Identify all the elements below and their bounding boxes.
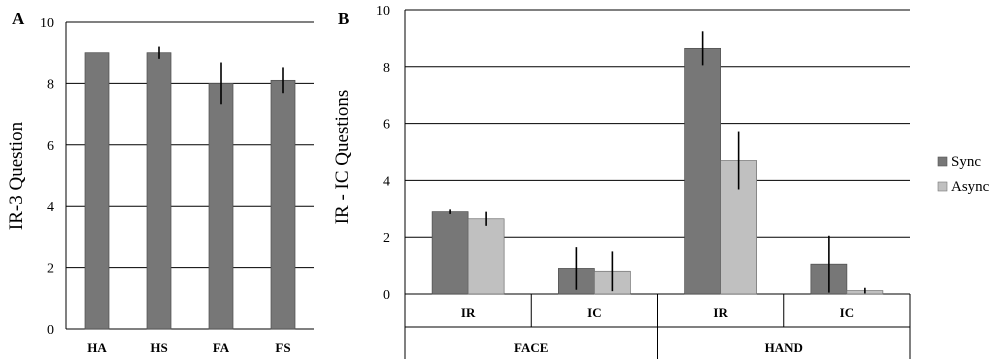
legend-swatch-async: [937, 181, 948, 192]
panel-b-bar-sync: [431, 211, 469, 295]
panel-a-bar: [208, 83, 234, 330]
panel-b-bar-sync: [684, 47, 721, 295]
panel-a-y-tick-label: 6: [47, 139, 54, 154]
panel-a-y-tick-label: 4: [47, 200, 54, 215]
panel-a-x-tick-label: FS: [275, 340, 290, 355]
legend: Sync Async: [937, 154, 990, 195]
panel-b-chart: 0 2 4 6 8 10 IR IC FACE IR IC HAND: [376, 4, 911, 359]
panel-b-x-tick-label: IC: [840, 305, 854, 320]
panel-b-y-tick-label: 0: [383, 288, 390, 303]
panel-a-y-tick-label: 8: [47, 77, 54, 92]
panel-b-y-tick-label: 10: [376, 4, 390, 19]
panel-b-x-tick-label: IR: [713, 305, 728, 320]
panel-a-y-tick-label: 10: [40, 16, 54, 31]
panel-a-chart: 0 2 4 6 8 10 HA HS FA FS: [40, 16, 314, 355]
legend-swatch-sync: [937, 156, 948, 167]
panel-b-group-label: FACE: [514, 340, 548, 355]
panel-a-bar: [84, 52, 110, 330]
panel-b-letter: B: [338, 9, 349, 28]
panel-a-letter: A: [12, 9, 25, 28]
panel-b-y-tick-label: 2: [383, 231, 390, 246]
panel-b-x-tick-label: IC: [587, 305, 601, 320]
panel-a-bar: [270, 79, 296, 330]
panel-b-y-axis-label: IR - IC Questions: [332, 90, 353, 225]
panel-a-x-tick-label: HA: [87, 340, 107, 355]
panel-a-y-axis-label: IR-3 Question: [6, 121, 27, 230]
panel-a-x-tick-label: HS: [150, 340, 167, 355]
panel-a-y-tick-label: 0: [47, 323, 54, 338]
legend-label-sync: Sync: [951, 154, 981, 170]
panel-b-x-tick-label: IR: [461, 305, 476, 320]
legend-label-async: Async: [951, 179, 990, 195]
panel-b-bar-async: [467, 218, 505, 295]
panel-b-group-label: HAND: [765, 340, 803, 355]
panel-b-y-tick-label: 4: [383, 174, 390, 189]
panel-a-y-tick-label: 2: [47, 262, 54, 277]
panel-a-x-tick-label: FA: [213, 340, 230, 355]
panel-b-y-tick-label: 8: [383, 61, 390, 76]
panel-b-y-tick-label: 6: [383, 118, 390, 133]
panel-a-bar: [146, 52, 172, 330]
